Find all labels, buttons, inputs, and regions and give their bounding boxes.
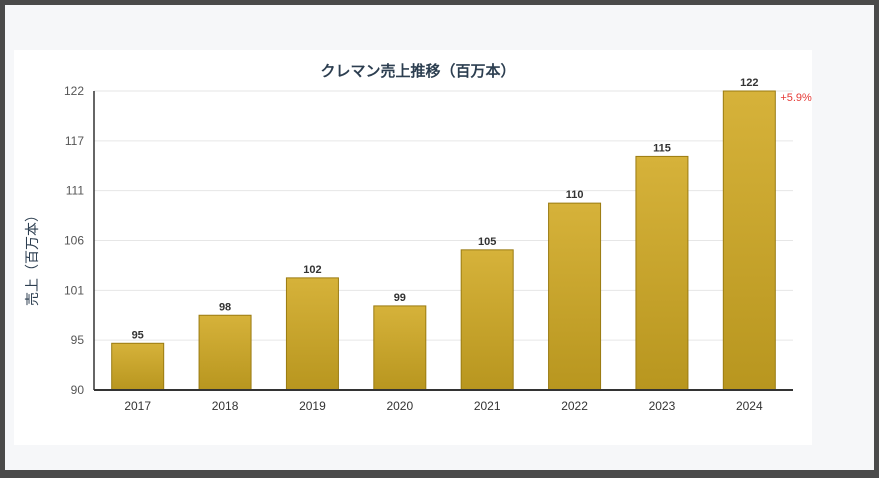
x-tick-label: 2021: [474, 399, 501, 413]
data-label: 99: [394, 292, 406, 304]
y-tick-label: 90: [71, 383, 85, 397]
data-label: 110: [566, 189, 584, 201]
x-tick-label: 2022: [561, 399, 588, 413]
x-tick-label: 2019: [299, 399, 326, 413]
y-tick-label: 95: [71, 333, 85, 347]
y-tick-label: 101: [64, 283, 84, 297]
data-label: 102: [303, 264, 321, 276]
x-tick-label: 2023: [649, 399, 676, 413]
bar-2017[interactable]: [111, 342, 165, 391]
bar-2020[interactable]: [373, 305, 427, 391]
bar-2019[interactable]: [285, 277, 339, 391]
x-tick-label: 2018: [212, 399, 239, 413]
x-tick-label: 2020: [386, 399, 413, 413]
bar-2018[interactable]: [198, 314, 252, 391]
bar-2024[interactable]: [722, 90, 776, 391]
y-tick-label: 122: [64, 84, 84, 98]
x-tick-label: 2017: [124, 399, 151, 413]
data-label: 95: [132, 329, 144, 341]
y-tick-label: 117: [65, 134, 84, 148]
bar-2022[interactable]: [548, 202, 602, 391]
y-tick-label: 106: [64, 234, 84, 248]
y-axis-label: 売上（百万本）: [24, 208, 40, 306]
growth-annotation: +5.9%: [780, 92, 812, 104]
bar-2021[interactable]: [460, 249, 514, 391]
chart-title: クレマン売上推移（百万本）: [320, 62, 515, 80]
y-tick-label: 111: [66, 184, 85, 198]
data-label: 115: [653, 142, 671, 154]
x-tick-label: 2024: [736, 399, 763, 413]
data-label: 105: [478, 236, 496, 248]
data-label: 122: [740, 77, 758, 89]
bar-2023[interactable]: [635, 155, 689, 391]
data-label: 98: [219, 301, 231, 313]
